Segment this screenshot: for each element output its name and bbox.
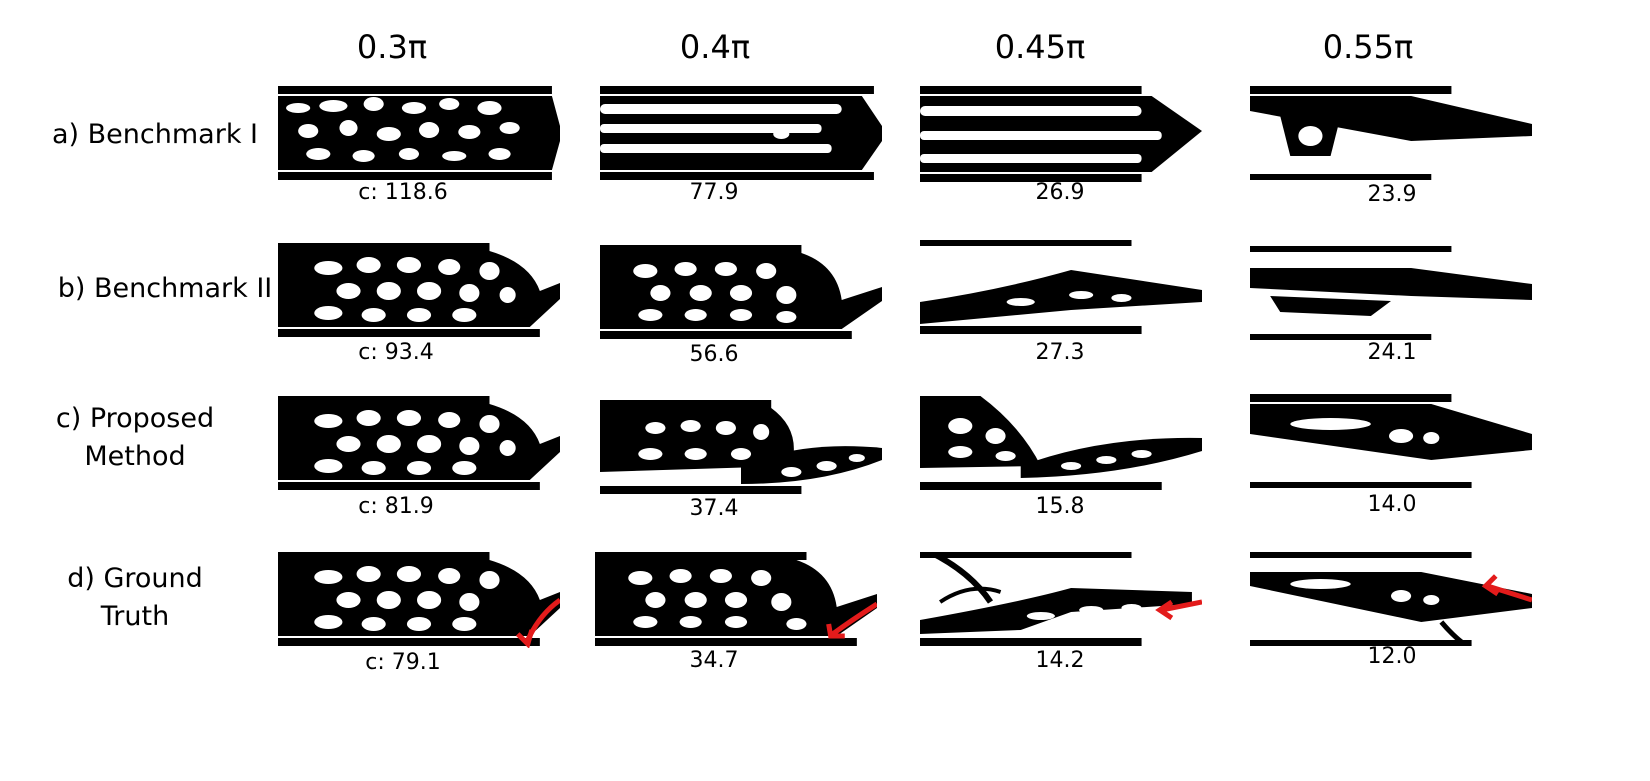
red-arrow-icon [1486,583,1532,603]
compliance-value-d-1: c: 79.1 [365,650,441,675]
topology-image-a-4 [1250,86,1532,182]
row-label-line2: Method [84,441,186,472]
compliance-value-a-1: c: 118.6 [358,180,448,205]
compliance-value-a-2: 77.9 [689,180,739,205]
topology-image-c-4 [1250,394,1532,490]
topology-image-a-1 [278,86,560,182]
column-header-0.55pi: 0.55π [1322,28,1414,66]
topology-image-b-4 [1250,246,1532,342]
topology-image-d-1 [278,552,560,648]
column-header-0.4pi: 0.4π [679,28,751,66]
topology-image-b-1 [278,243,560,339]
row-label-line1: d) Ground [67,563,203,594]
compliance-value-b-3: 27.3 [1035,340,1085,365]
row-label-line1: a) Benchmark I [52,119,258,150]
compliance-value-a-3: 26.9 [1035,180,1085,205]
compliance-value-b-1: c: 93.4 [358,340,434,365]
topology-image-d-2 [595,552,877,648]
compliance-value-b-4: 24.1 [1367,340,1417,365]
compliance-value-b-2: 56.6 [689,342,739,367]
topology-image-a-2 [600,86,882,182]
column-header-0.45pi: 0.45π [994,28,1086,66]
topology-image-b-3 [920,240,1202,336]
row-label-benchmark-2: b) Benchmark II [40,270,290,308]
topology-image-d-3 [920,552,1202,648]
red-arrow-icon [1161,599,1202,613]
compliance-value-c-2: 37.4 [689,496,739,521]
compliance-value-d-4: 12.0 [1367,644,1417,669]
topology-image-c-2 [600,400,882,496]
row-label-line1: b) Benchmark II [57,273,273,304]
row-label-line2: Truth [100,601,170,632]
column-header-0.3pi: 0.3π [356,28,428,66]
row-label-proposed-method: c) Proposed Method [25,400,245,476]
topology-image-b-2 [600,245,882,341]
row-label-ground-truth: d) Ground Truth [25,560,245,636]
row-label-line1: c) Proposed [55,403,215,434]
topology-image-c-1 [278,396,560,492]
red-arrow-icon [831,601,877,637]
compliance-value-c-4: 14.0 [1367,492,1417,517]
compliance-value-a-4: 23.9 [1367,182,1417,207]
compliance-value-c-3: 15.8 [1035,494,1085,519]
topology-image-d-4 [1250,552,1532,648]
compliance-value-d-2: 34.7 [689,648,739,673]
topology-image-c-3 [920,396,1202,492]
topology-image-a-3 [920,86,1202,182]
compliance-value-c-1: c: 81.9 [358,494,434,519]
compliance-value-d-3: 14.2 [1035,648,1085,673]
row-label-benchmark-1: a) Benchmark I [40,116,270,154]
